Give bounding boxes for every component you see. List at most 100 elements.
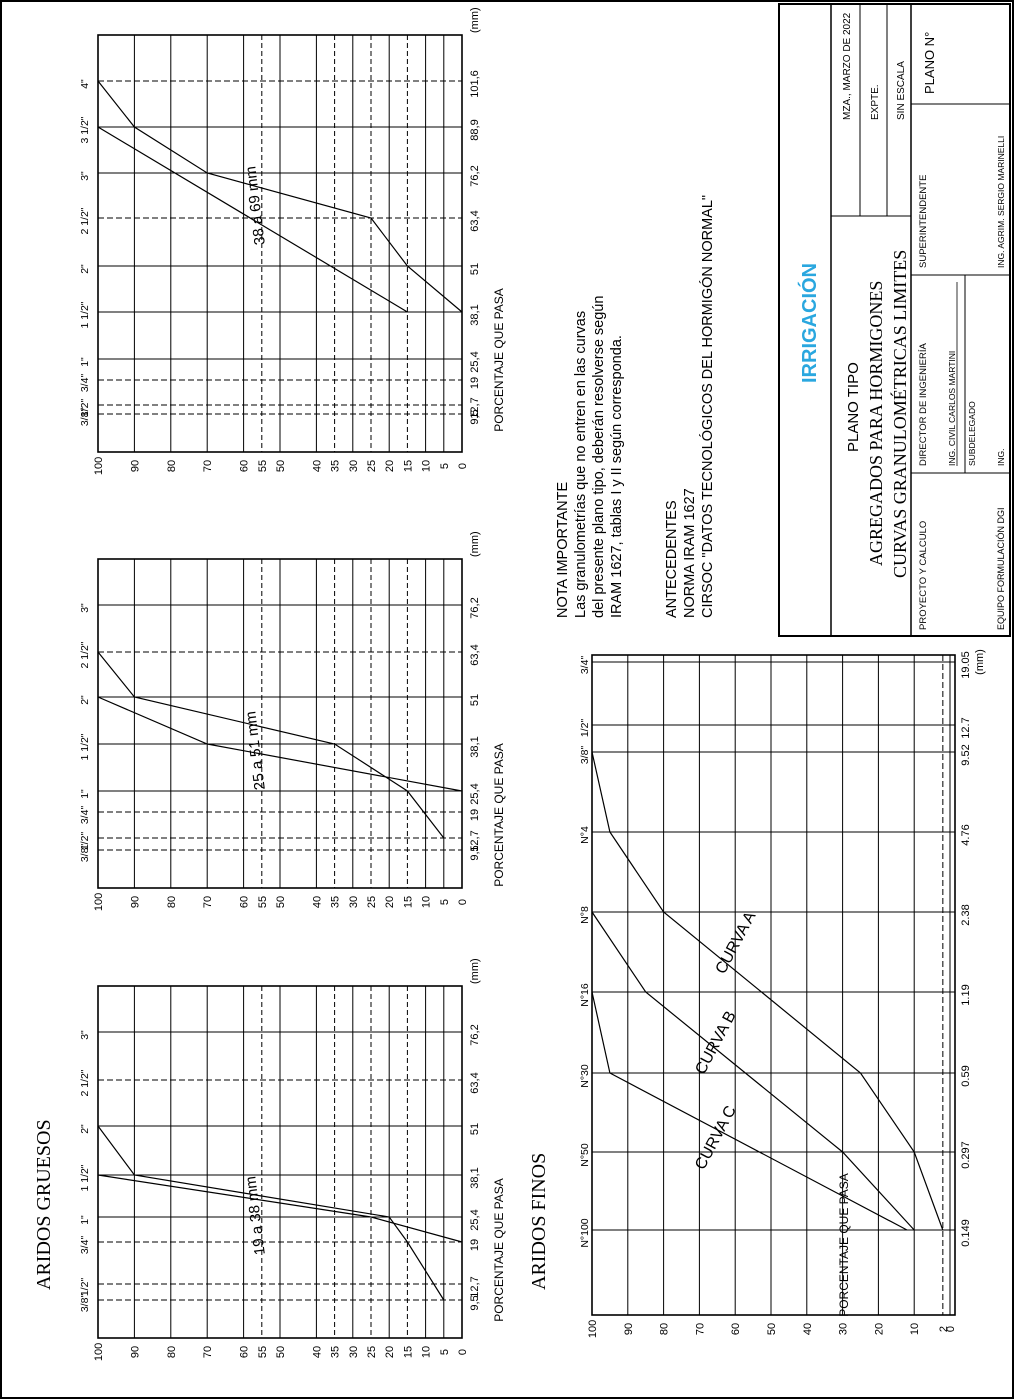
y-tick-label: 40 <box>311 460 323 472</box>
x-inch-label: 3/8" <box>79 844 91 863</box>
x-tick-label: 63,4 <box>469 644 481 665</box>
x-tick-label: 38,1 <box>469 304 481 325</box>
x-inch-label: 3" <box>79 1030 91 1040</box>
x-inch-label: 2 1/2" <box>79 1069 91 1096</box>
y-tick-label: 15 <box>402 896 414 908</box>
x-tick-label: 9,5 <box>469 1295 481 1310</box>
x-unit-label: (mm) <box>469 958 481 984</box>
x-tick-label: 19 <box>469 1239 481 1251</box>
x-tick-label: 19.05 <box>960 651 972 679</box>
y-tick-label: 0 <box>945 1326 957 1332</box>
y-tick-label: 10 <box>421 896 433 908</box>
x-sieve-label: N°4 <box>579 826 591 844</box>
x-tick-label: 12,7 <box>469 397 481 418</box>
x-sieve-label: N°8 <box>579 906 591 924</box>
x-inch-label: 2" <box>79 1124 91 1134</box>
x-inch-label: 2" <box>79 264 91 274</box>
x-tick-label: 9.52 <box>960 744 972 765</box>
y-tick-label: 100 <box>93 457 105 475</box>
proyecto-label: PROYECTO Y CALCULO <box>918 521 929 630</box>
y-tick-label: 80 <box>659 1323 671 1335</box>
y-axis-label: PORCENTAJE QUE PASA <box>492 1178 506 1322</box>
x-tick-label: 0.59 <box>960 1065 972 1086</box>
x-tick-label: 12.7 <box>960 717 972 738</box>
x-tick-label: 38,1 <box>469 1167 481 1188</box>
director-label: DIRECTOR DE INGENIERÍA <box>918 343 929 466</box>
y-tick-label: 100 <box>587 1320 599 1338</box>
y-tick-label: 30 <box>348 896 360 908</box>
note-line: IRAM 1627, tablas I y II según correspon… <box>609 335 625 618</box>
y-tick-label: 60 <box>239 1346 251 1358</box>
y-tick-label: 5 <box>439 1349 451 1355</box>
x-tick-label: 2.38 <box>960 904 972 925</box>
y-tick-label: 25 <box>366 460 378 472</box>
series-line <box>97 1174 463 1243</box>
y-tick-label: 15 <box>402 460 414 472</box>
x-tick-label: 76,2 <box>469 1024 481 1045</box>
x-tick-label: 0.297 <box>960 1141 972 1169</box>
date-label: MZA., MARZO DE 2022 <box>842 12 853 120</box>
y-tick-label: 80 <box>166 1346 178 1358</box>
y-tick-label: 20 <box>384 896 396 908</box>
x-inch-label: 2" <box>79 695 91 705</box>
plano-no-label: PLANO N° <box>922 32 937 94</box>
y-tick-label: 40 <box>802 1323 814 1335</box>
fine-section-title: ARIDOS FINOS <box>528 1153 550 1290</box>
note-block: NOTA IMPORTANTE Las granulometrías que n… <box>555 296 625 618</box>
y-tick-label: 100 <box>93 1343 105 1361</box>
x-tick-label: 25,4 <box>469 783 481 804</box>
x-sieve-label: 3/4" <box>579 656 591 675</box>
y-tick-label: 90 <box>129 460 141 472</box>
note-title: NOTA IMPORTANTE <box>555 482 571 618</box>
y-tick-label: 30 <box>838 1323 850 1335</box>
plan-title-2: CURVAS GRANULOMÉTRICAS LIMITES <box>889 250 910 578</box>
coarse-chart-19-38: 100 90 80 70 60 55 50 40 35 30 25 20 15 10 5 09,53/8"12… <box>79 958 506 1361</box>
x-tick-label: 101,6 <box>469 70 481 98</box>
irrigacion-logo: IRRIGACIÓN <box>797 263 821 383</box>
series-line <box>97 1125 445 1301</box>
y-tick-label: 0 <box>457 463 469 469</box>
plan-title-1: AGREGADOS PARA HORMIGONES <box>866 281 886 566</box>
y-tick-label: 70 <box>202 460 214 472</box>
y-tick-label: 30 <box>348 1346 360 1358</box>
x-tick-label: 38,1 <box>469 736 481 757</box>
x-inch-label: 2 1/2" <box>79 641 91 668</box>
x-inch-label: 1" <box>79 1215 91 1225</box>
y-tick-label: 70 <box>202 1346 214 1358</box>
director-name: ING. CIVIL CARLOS MARTINI <box>947 351 957 466</box>
series-line <box>591 911 915 1231</box>
title-block: IRRIGACIÓN PLANO TIPO AGREGADOS PARA HOR… <box>778 3 1011 637</box>
x-tick-label: 12,7 <box>469 1276 481 1297</box>
y-tick-label: 40 <box>311 896 323 908</box>
y-axis-label: PORCENTAJE QUE PASA <box>492 288 506 432</box>
y-tick-label: 30 <box>348 460 360 472</box>
y-tick-label: 10 <box>421 460 433 472</box>
superintendente-name: ING. AGRIM. SERGIO MARINELLI <box>996 136 1006 268</box>
x-tick-label: 12,7 <box>469 830 481 851</box>
ing-label: ING. <box>996 449 1006 466</box>
y-tick-label: 80 <box>166 896 178 908</box>
equipo-label: EQUIPO FORMULACIÓN DGI <box>996 507 1006 630</box>
x-tick-label: 0.149 <box>960 1219 972 1247</box>
x-tick-label: 25,4 <box>469 1209 481 1230</box>
expte-label: EXPTE. <box>870 84 881 120</box>
x-inch-label: 3/4" <box>79 806 91 825</box>
y-tick-label: 20 <box>384 1346 396 1358</box>
x-tick-label: 4.76 <box>960 824 972 845</box>
y-axis-label: PORCENTAJE QUE PASA <box>492 743 506 887</box>
y-tick-label: 90 <box>129 896 141 908</box>
x-inch-label: 2 1/2" <box>79 207 91 234</box>
y-tick-label: 35 <box>330 1346 342 1358</box>
x-tick-label: 76,2 <box>469 597 481 618</box>
x-unit-label: (mm) <box>974 649 986 675</box>
x-inch-label: 1/2" <box>79 832 91 851</box>
x-inch-label: 1 1/2" <box>79 733 91 760</box>
y-tick-label: 15 <box>402 1346 414 1358</box>
y-tick-label: 5 <box>439 899 451 905</box>
x-tick-label: 51 <box>469 263 481 275</box>
subdelegado-label: SUBDELEGADO <box>967 401 977 466</box>
y-tick-label: 70 <box>694 1323 706 1335</box>
plano-tipo: PLANO TIPO <box>845 362 862 452</box>
x-inch-label: 3" <box>79 171 91 181</box>
